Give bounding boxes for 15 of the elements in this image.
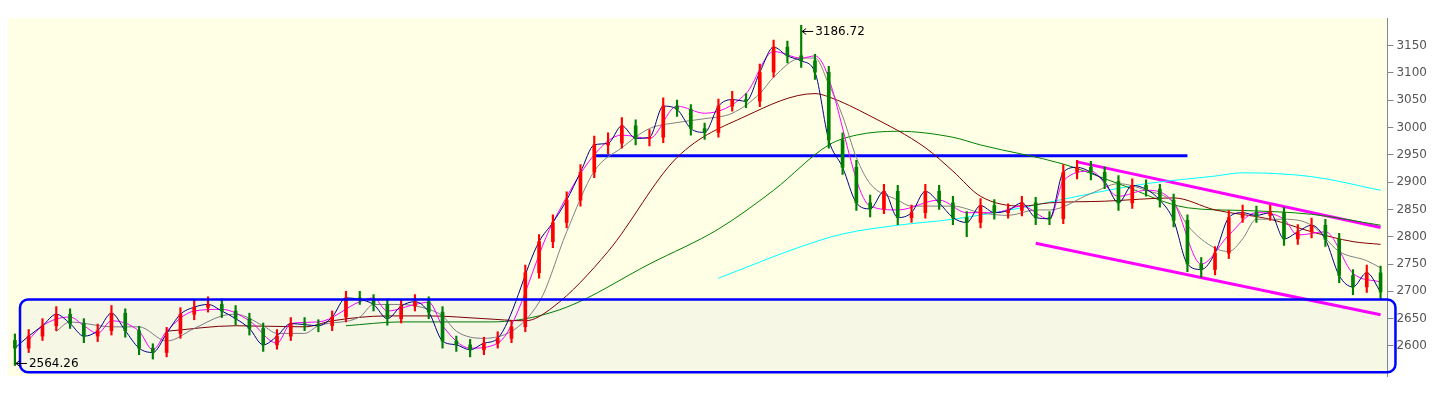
- line-series: [717, 172, 1382, 279]
- y-tick-label: 2850: [1396, 201, 1428, 216]
- y-tick-label: 2800: [1396, 228, 1428, 243]
- y-tick-label: 2950: [1396, 146, 1428, 161]
- y-tick-label: 2900: [1396, 174, 1428, 189]
- annotation: 3186.72: [815, 23, 865, 38]
- y-tick-label: 3000: [1396, 119, 1428, 134]
- y-tick-label: 3150: [1396, 37, 1428, 52]
- y-tick-label: 3100: [1396, 64, 1428, 79]
- y-tick-label: 2750: [1396, 256, 1428, 271]
- y-tick-label: 3050: [1396, 92, 1428, 107]
- y-tick-label: 2650: [1396, 310, 1428, 325]
- annotation: 2564.26: [28, 355, 79, 370]
- y-tick-label: 2700: [1396, 283, 1428, 298]
- y-tick-label: 2600: [1396, 338, 1428, 353]
